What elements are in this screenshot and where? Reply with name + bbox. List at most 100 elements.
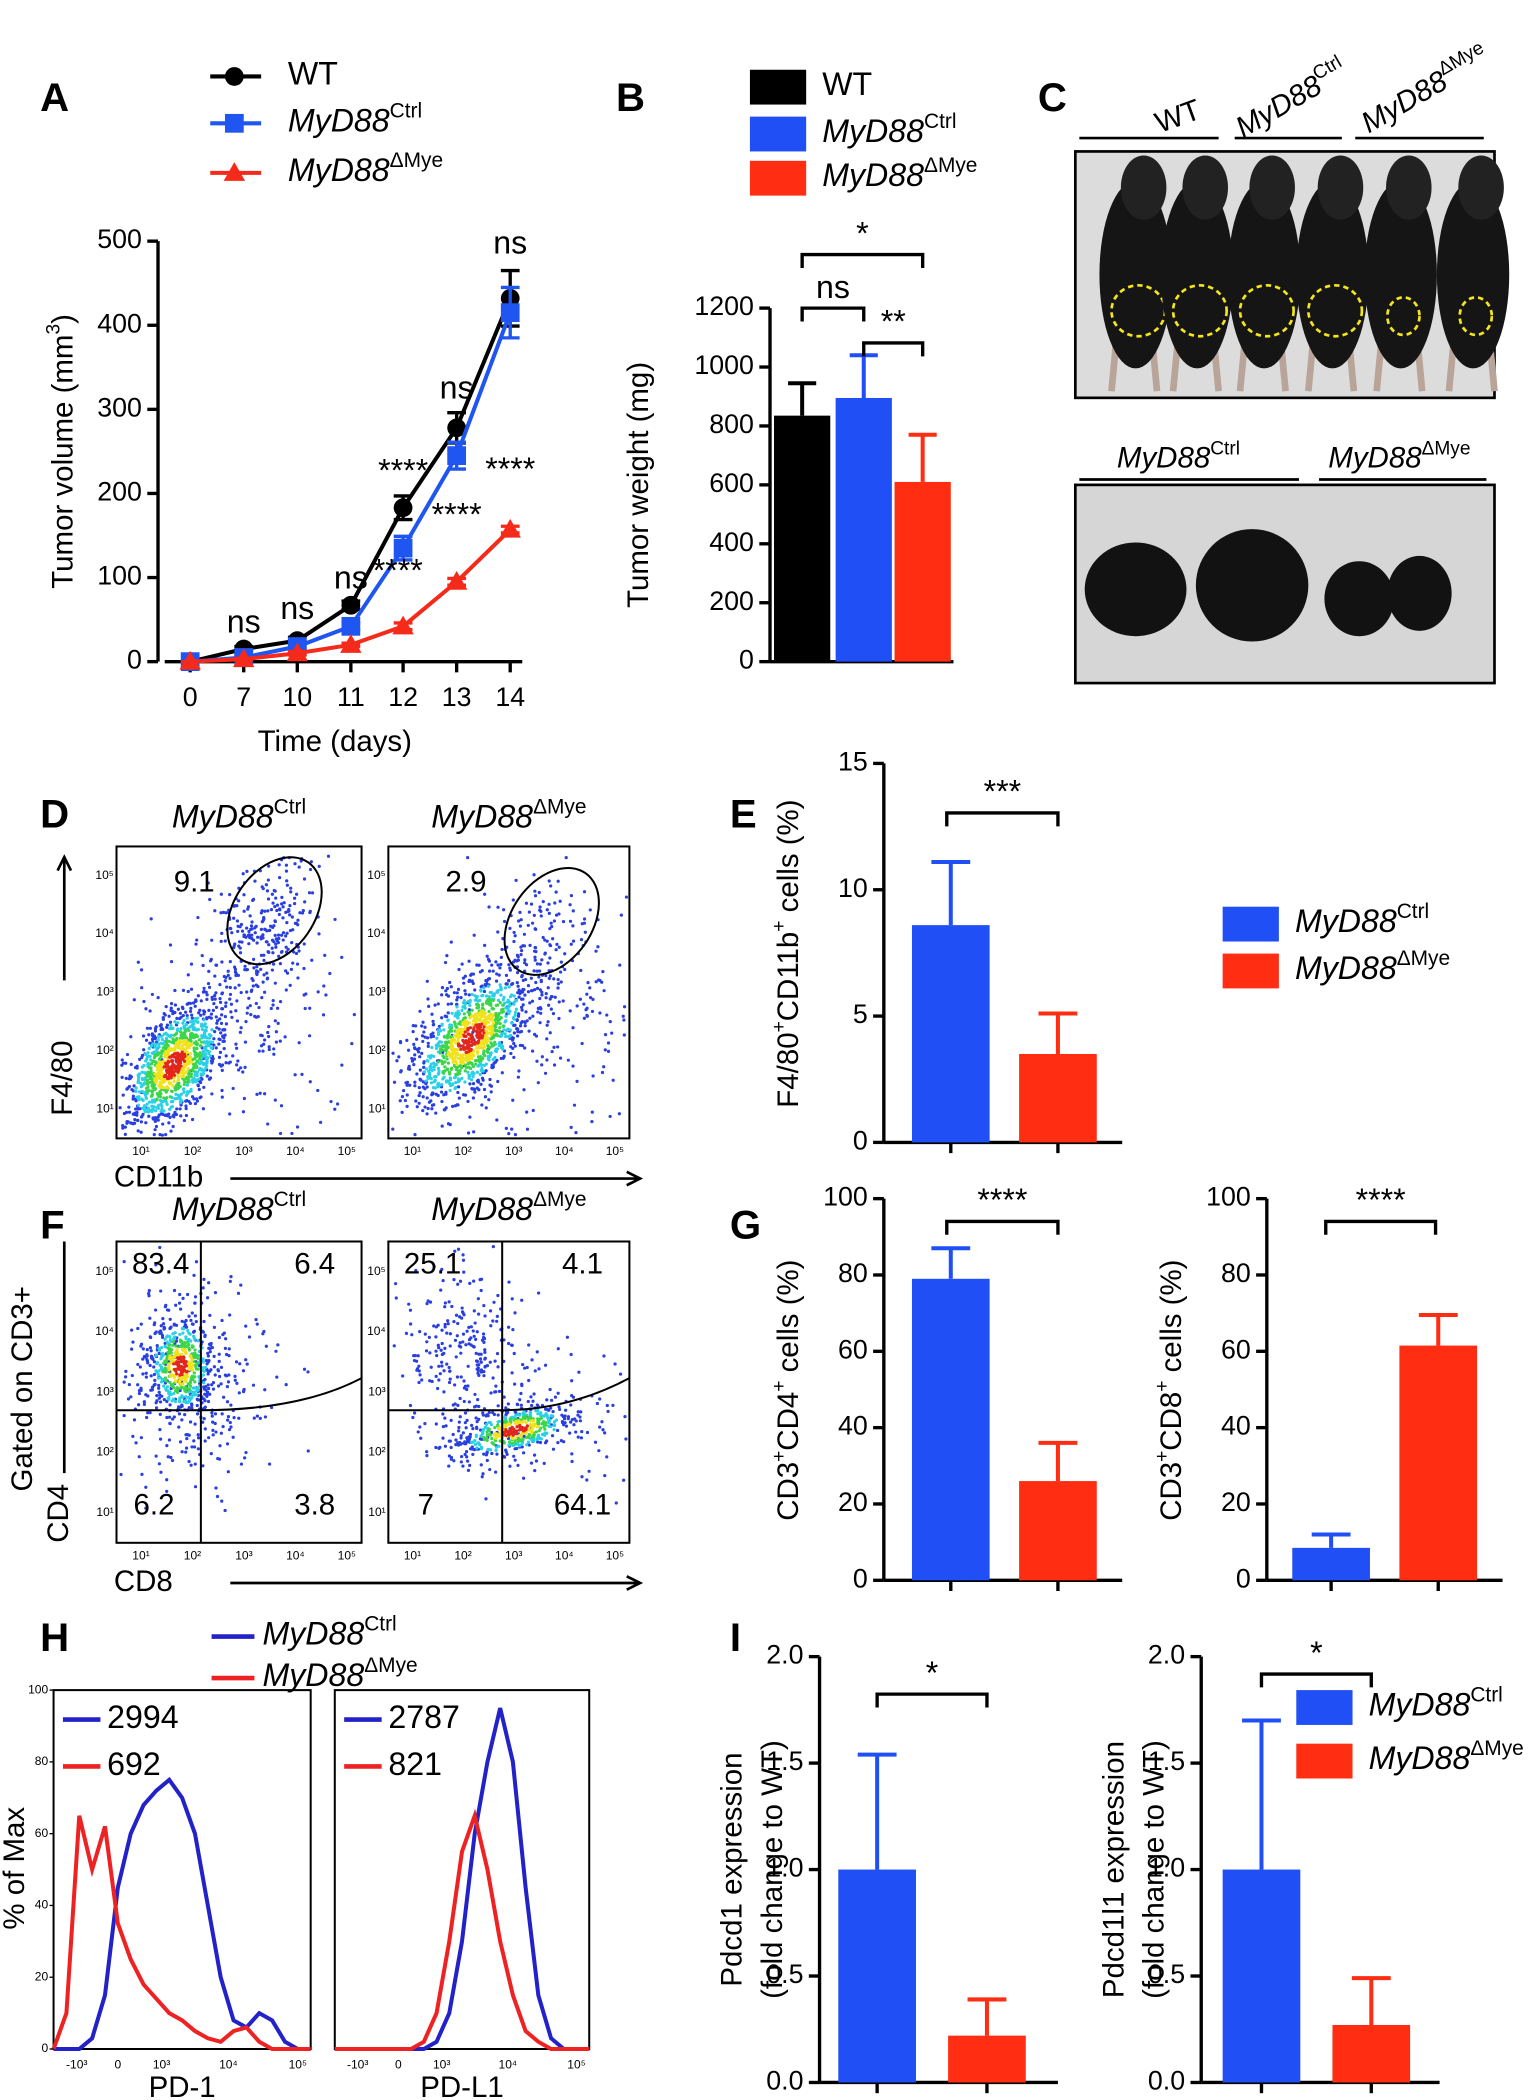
- flow-event: [464, 1440, 469, 1444]
- flow-event: [541, 935, 545, 940]
- flow-event: [533, 1369, 537, 1373]
- flow-event: [476, 1368, 480, 1373]
- flow-event: [211, 1008, 215, 1012]
- flow-event: [600, 1420, 604, 1424]
- flow-event: [447, 1365, 451, 1370]
- plot-title-part: Ctrl: [274, 796, 306, 819]
- y-axis-label-part: CD3: [1155, 1462, 1188, 1521]
- flow-event: [223, 1346, 227, 1350]
- flow-event: [539, 1011, 543, 1015]
- flow-event: [162, 1398, 166, 1402]
- flow-event: [526, 990, 531, 994]
- flow-event: [201, 1049, 205, 1054]
- flow-event: [450, 1042, 454, 1046]
- point: [447, 446, 467, 465]
- flow-event: [519, 1005, 524, 1010]
- y-tick-label: 100: [97, 561, 142, 591]
- flow-event: [210, 1414, 214, 1418]
- flow-event: [171, 1124, 175, 1129]
- flow-event: [437, 1071, 441, 1075]
- flow-event: [512, 1002, 516, 1006]
- flow-event: [459, 1442, 463, 1446]
- flow-event: [151, 1107, 155, 1111]
- flow-event: [537, 1367, 541, 1371]
- x-axis-arrow: [230, 1575, 644, 1591]
- flow-event: [297, 949, 301, 953]
- flow-event: [207, 1032, 212, 1037]
- flow-event: [278, 962, 283, 966]
- flow-event: [461, 1258, 466, 1262]
- flow-event: [192, 1371, 196, 1375]
- y-tick-label: 10⁵: [95, 1264, 113, 1278]
- flow-event: [527, 1343, 531, 1347]
- flow-event: [136, 1103, 140, 1107]
- x-tick-label: 10²: [184, 1548, 201, 1562]
- flow-event: [190, 1016, 194, 1020]
- flow-event: [187, 1459, 191, 1464]
- flow-event: [224, 1004, 228, 1008]
- flow-event: [201, 1107, 206, 1111]
- flow-event: [148, 1363, 152, 1368]
- flow-event: [410, 1059, 415, 1063]
- flow-event: [394, 1296, 398, 1300]
- flow-event: [416, 1050, 421, 1054]
- flow-event: [453, 1338, 458, 1342]
- flow-plot: [387, 1240, 631, 1544]
- flow-event: [502, 995, 506, 999]
- flow-event: [424, 1079, 428, 1083]
- flow-event: [257, 1005, 261, 1010]
- flow-event: [423, 1422, 427, 1426]
- flow-event: [329, 1099, 333, 1104]
- flow-event: [490, 963, 494, 967]
- flow-event: [537, 890, 541, 895]
- flow-event: [123, 1125, 127, 1129]
- flow-event: [302, 877, 307, 881]
- flow-event: [182, 1087, 186, 1091]
- flow-event: [254, 1317, 258, 1322]
- flow-event: [269, 1405, 274, 1410]
- flow-event: [148, 1411, 152, 1415]
- flow-event: [207, 1051, 211, 1056]
- flow-event: [578, 997, 582, 1001]
- flow-event: [445, 1362, 449, 1366]
- flow-event: [185, 1437, 189, 1441]
- flow-event: [426, 1299, 430, 1303]
- flow-event: [158, 1098, 163, 1102]
- flow-event: [194, 942, 198, 946]
- y-tick-label: 10²: [368, 1043, 385, 1057]
- flow-event: [503, 1020, 507, 1024]
- flow-event: [618, 1372, 623, 1376]
- y-tick-label: 400: [709, 527, 754, 557]
- bar: [1292, 1547, 1370, 1581]
- flow-event: [498, 1029, 502, 1033]
- flow-event: [208, 1350, 212, 1354]
- flow-event: [233, 1374, 237, 1378]
- flow-event: [274, 942, 278, 946]
- flow-event: [475, 1330, 479, 1334]
- flow-event: [407, 1302, 411, 1306]
- flow-event: [417, 1046, 421, 1051]
- flow-event: [152, 1360, 157, 1364]
- flow-event: [173, 988, 177, 993]
- flow-event: [525, 1127, 530, 1131]
- flow-event: [284, 934, 288, 938]
- flow-event: [493, 1359, 497, 1363]
- flow-event: [201, 1368, 205, 1373]
- flow-event: [416, 1354, 420, 1358]
- flow-event: [497, 1444, 501, 1448]
- flow-event: [525, 1019, 529, 1023]
- flow-event: [565, 1335, 570, 1339]
- flow-event: [131, 1097, 135, 1101]
- flow-event: [502, 1055, 506, 1059]
- flow-event: [190, 1322, 195, 1326]
- flow-event: [228, 960, 232, 964]
- flow-event: [244, 1020, 248, 1024]
- flow-event: [438, 1372, 442, 1376]
- flow-event: [513, 1023, 517, 1027]
- bar: [1019, 1481, 1097, 1581]
- flow-event: [175, 1060, 179, 1064]
- flow-event: [568, 1431, 572, 1435]
- flow-event: [151, 1357, 155, 1361]
- flow-event: [566, 1415, 571, 1419]
- flow-event: [132, 1121, 137, 1125]
